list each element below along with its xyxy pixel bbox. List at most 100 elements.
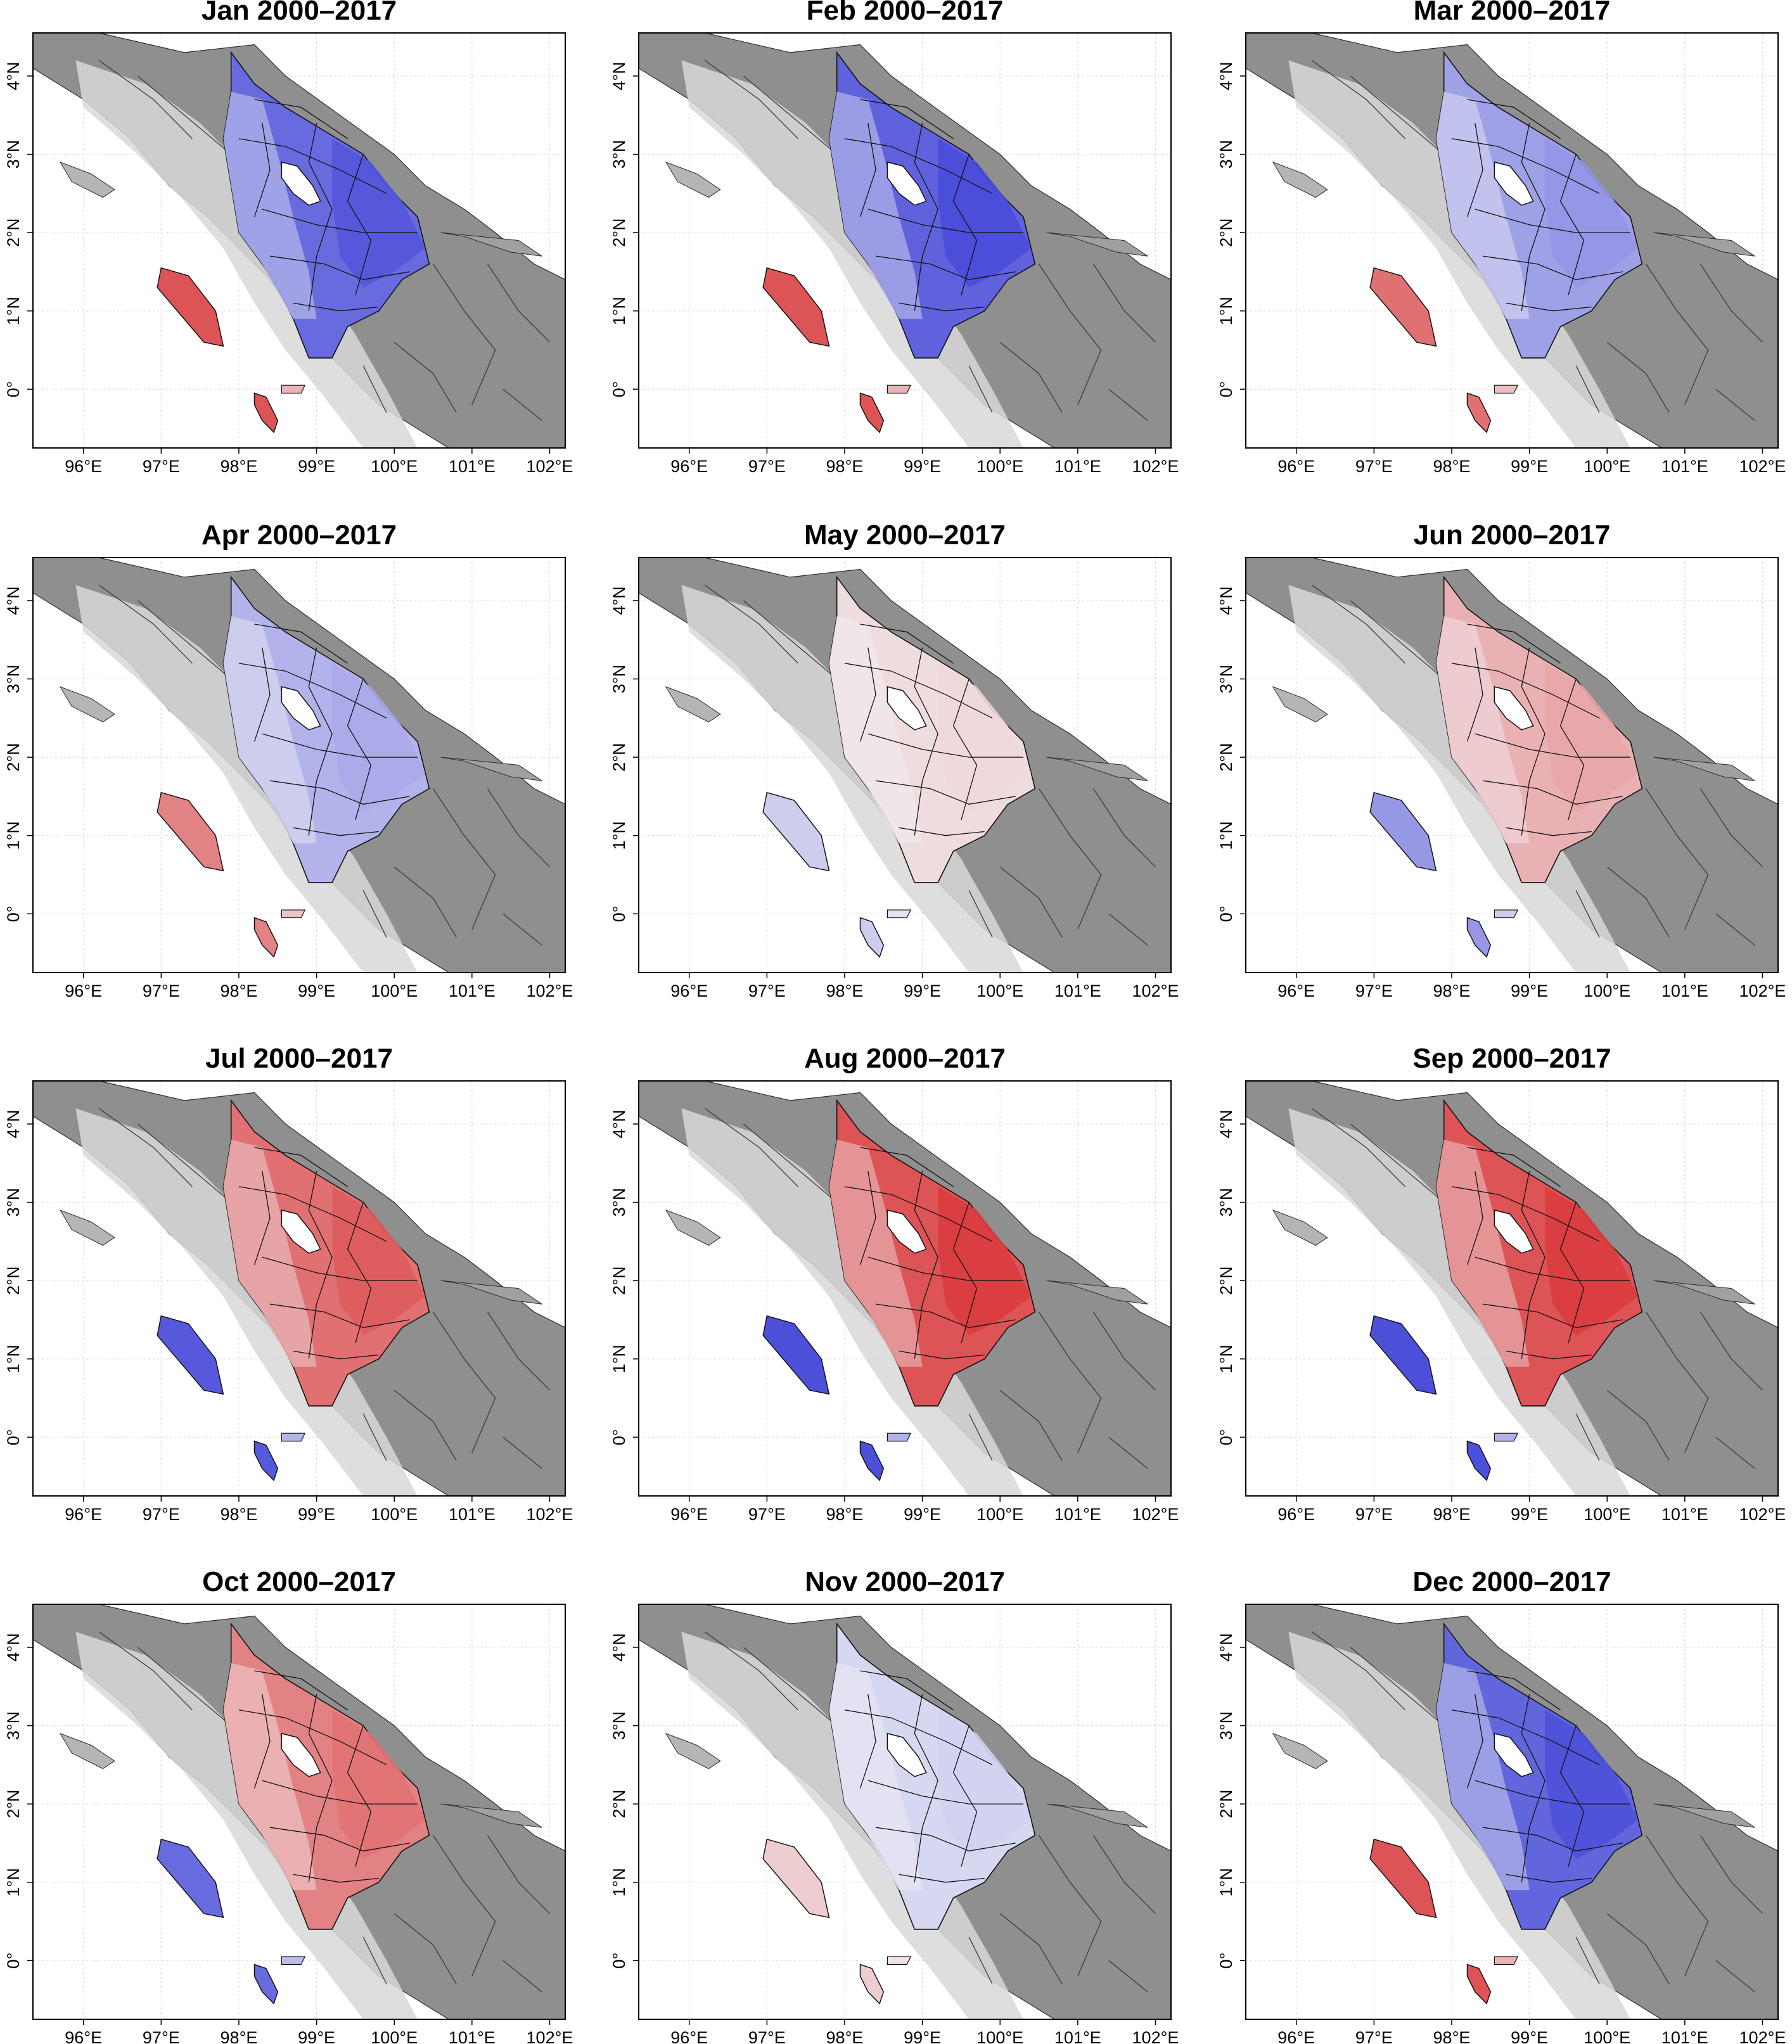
batu-island-anomaly — [253, 392, 279, 433]
regency-border — [487, 1312, 550, 1391]
district-border — [254, 1147, 348, 1187]
y-tick-label: 3°N — [4, 1711, 23, 1740]
regency-border — [98, 1108, 193, 1187]
lake-toba — [886, 1732, 927, 1777]
regency-border — [138, 1123, 232, 1203]
nias-island-anomaly — [762, 791, 830, 872]
regency-border — [1715, 913, 1755, 946]
x-tick-label: 99°E — [298, 2028, 335, 2044]
x-tick-label: 97°E — [143, 2028, 180, 2044]
lake-toba — [1494, 161, 1534, 206]
y-tick-label: 3°N — [4, 140, 23, 169]
y-tick-label: 4°N — [4, 1109, 23, 1138]
x-tick-label: 100°E — [976, 457, 1023, 476]
lake-toba — [1494, 686, 1534, 731]
x-tick-label: 102°E — [527, 981, 573, 1000]
map-panel: 96°E 97°E 98°E 99°E 100°E 101°E 102°E 0° 1°N 2°N 3… — [610, 1604, 1179, 2044]
nias-island-anomaly — [762, 1838, 830, 1919]
regency-border — [362, 1936, 387, 1984]
map-panel: 96°E 97°E 98°E 99°E 100°E 101°E 102°E 0° 1°N 2°N 3… — [1217, 1080, 1786, 1524]
batu-island-anomaly — [253, 917, 279, 958]
y-tick-label: 2°N — [610, 1266, 629, 1294]
y-tick-label: 1°N — [4, 297, 23, 325]
regency-border — [502, 1960, 542, 1993]
nias-island-anomaly — [1369, 1838, 1437, 1919]
x-tick-label: 102°E — [1132, 1505, 1179, 1524]
district-border — [844, 663, 993, 719]
district-border — [1506, 302, 1592, 312]
y-tick-label: 1°N — [4, 1345, 23, 1373]
panel-title: Apr 2000–2017 — [201, 520, 397, 551]
regency-border — [1645, 1312, 1709, 1453]
regency-border — [1350, 1123, 1445, 1203]
district-border — [293, 1350, 379, 1360]
plot-frame — [1245, 1080, 1779, 1497]
batu-island-anomaly — [1466, 1964, 1492, 2005]
y-tick-label: 1°N — [610, 821, 629, 850]
x-tick-label: 100°E — [976, 1505, 1023, 1524]
map-panel: 96°E 97°E 98°E 99°E 100°E 101°E 102°E 0° 1°N 2°N 3… — [4, 1604, 573, 2044]
coastal-island — [1653, 1280, 1755, 1305]
district-border — [859, 122, 876, 217]
simeulue-island — [1272, 1732, 1328, 1770]
regency-border — [138, 75, 232, 155]
y-tick-label: 1°N — [1217, 297, 1236, 325]
regency-border — [1092, 788, 1156, 867]
regency-border — [1092, 1312, 1156, 1391]
regency-border — [1038, 1835, 1102, 1977]
province-anomaly-west — [223, 91, 317, 319]
province-anomaly-east — [938, 663, 1032, 812]
district-border — [262, 208, 418, 233]
plot-frame — [638, 557, 1172, 973]
y-tick-label: 0° — [4, 905, 23, 922]
regency-border — [1575, 890, 1600, 938]
province-anomaly-east — [1545, 663, 1639, 812]
panel-title: Feb 2000–2017 — [806, 0, 1004, 26]
x-tick-label: 102°E — [1739, 2028, 1786, 2044]
x-tick-label: 98°E — [221, 1505, 258, 1524]
x-tick-label: 97°E — [1355, 457, 1393, 476]
y-tick-label: 4°N — [610, 1109, 629, 1138]
district-border — [253, 647, 271, 742]
batu-islet — [1494, 385, 1519, 394]
x-tick-label: 101°E — [1661, 1505, 1708, 1524]
district-border — [293, 1874, 379, 1883]
district-border — [308, 122, 333, 311]
x-tick-label: 96°E — [65, 981, 102, 1000]
x-tick-label: 102°E — [527, 1505, 573, 1524]
coastal-island — [1046, 757, 1148, 781]
plot-frame — [1245, 1604, 1779, 2020]
district-border — [914, 1694, 938, 1882]
coastal-island — [1046, 232, 1148, 257]
district-border — [269, 255, 410, 280]
plot-frame — [32, 32, 566, 449]
province-anomaly-east — [1545, 138, 1639, 288]
province-anomaly-west — [1436, 91, 1530, 319]
regency-border — [1715, 388, 1755, 421]
coastal-island — [440, 1280, 542, 1305]
district-border — [1475, 1780, 1630, 1804]
regency-border — [432, 1312, 496, 1453]
x-tick-label: 97°E — [748, 981, 786, 1000]
district-border — [1506, 827, 1592, 836]
district-border — [859, 647, 876, 742]
x-tick-label: 102°E — [527, 2028, 573, 2044]
batu-island-anomaly — [859, 917, 885, 958]
district-border — [347, 1725, 372, 1867]
regency-border — [362, 890, 387, 938]
regency-border — [432, 1835, 496, 1977]
district-border — [1466, 122, 1483, 217]
y-tick-label: 0° — [1217, 1429, 1236, 1445]
province-anomaly-east — [1545, 1709, 1639, 1859]
regency-border — [487, 788, 550, 867]
nias-island-anomaly — [157, 1838, 224, 1919]
x-tick-label: 97°E — [143, 1505, 180, 1524]
province-anomaly-west — [829, 91, 923, 319]
district-border — [1475, 733, 1630, 758]
x-tick-label: 97°E — [748, 2028, 786, 2044]
nias-island-anomaly — [762, 267, 830, 347]
coastal-island — [440, 232, 542, 257]
x-tick-label: 98°E — [1433, 981, 1471, 1000]
district-border — [867, 208, 1023, 233]
coastal-island — [1653, 757, 1755, 781]
